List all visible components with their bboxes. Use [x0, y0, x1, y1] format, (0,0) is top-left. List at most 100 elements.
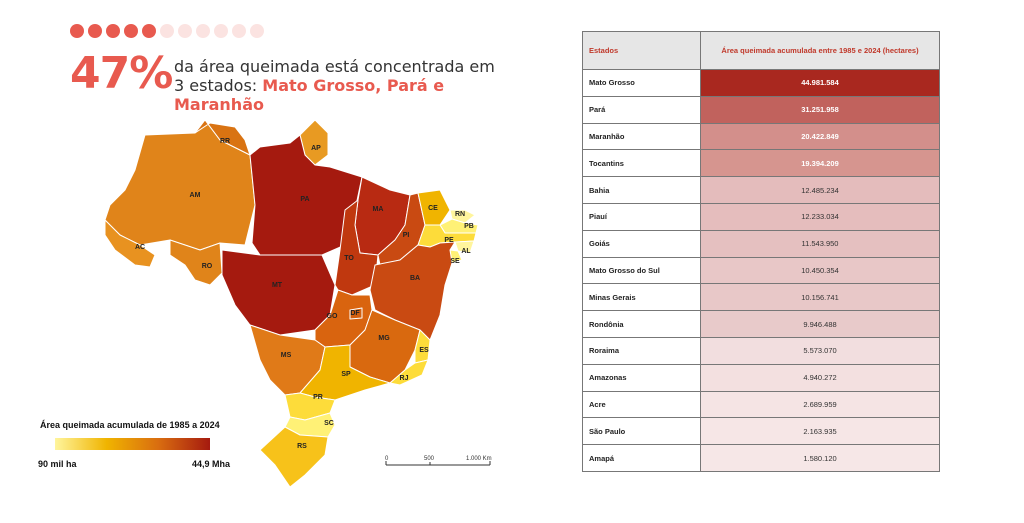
- state-label-sc: SC: [324, 420, 334, 427]
- progress-dots: [70, 24, 264, 38]
- progress-dot: [88, 24, 102, 38]
- burned-area-table: Estados Área queimada acumulada entre 19…: [582, 31, 940, 472]
- state-label-es: ES: [419, 347, 429, 354]
- legend-min-label: 90 mil ha: [38, 459, 77, 469]
- state-name-cell: Amapá: [582, 444, 701, 472]
- burned-area-cell: 19.394.209: [700, 149, 940, 178]
- state-mt: [221, 249, 336, 336]
- state-label-rr: RR: [220, 138, 230, 145]
- state-label-pe: PE: [444, 237, 454, 244]
- burned-area-cell: 10.156.741: [700, 283, 940, 312]
- table-row: Goiás 11.543.950: [582, 229, 940, 258]
- state-label-df: DF: [350, 310, 360, 317]
- state-name-cell: Piauí: [582, 202, 701, 231]
- headline-percent: 47%: [70, 48, 173, 99]
- burned-area-cell: 9.946.488: [700, 310, 940, 338]
- progress-dot: [214, 24, 228, 38]
- table-row: Rondônia 9.946.488: [582, 310, 940, 338]
- table-row: Acre 2.689.959: [582, 390, 940, 419]
- state-rj: [389, 359, 429, 386]
- state-name-cell: Tocantins: [582, 149, 701, 178]
- progress-dot: [250, 24, 264, 38]
- progress-dot: [196, 24, 210, 38]
- table-row: Minas Gerais 10.156.741: [582, 283, 940, 312]
- scale-label-0: 0: [385, 456, 389, 462]
- state-name-cell: Goiás: [582, 229, 701, 258]
- state-label-rn: RN: [455, 211, 465, 218]
- state-label-pr: PR: [313, 394, 323, 401]
- state-name-cell: São Paulo: [582, 417, 701, 446]
- state-ro: [169, 239, 223, 286]
- table-row: Roraima 5.573.070: [582, 336, 940, 365]
- burned-area-cell: 11.543.950: [700, 229, 940, 258]
- state-label-al: AL: [461, 248, 471, 255]
- burned-area-cell: 12.233.034: [700, 202, 940, 231]
- state-name-cell: Acre: [582, 390, 701, 419]
- state-label-ba: BA: [410, 275, 420, 282]
- state-al: [454, 240, 475, 254]
- progress-dot: [232, 24, 246, 38]
- burned-area-cell: 5.573.070: [700, 336, 940, 365]
- scale-bar: [385, 461, 491, 466]
- state-name-cell: Bahia: [582, 176, 701, 204]
- burned-area-cell: 10.450.354: [700, 256, 940, 285]
- state-label-am: AM: [190, 192, 201, 199]
- state-name-cell: Maranhão: [582, 122, 701, 151]
- burned-area-cell: 2.163.935: [700, 417, 940, 446]
- state-rs: [259, 426, 329, 488]
- table-row: Piauí 12.233.034: [582, 202, 940, 231]
- progress-dot: [178, 24, 192, 38]
- column-header-states: Estados: [582, 31, 701, 70]
- burned-area-cell: 44.981.584: [700, 69, 940, 97]
- state-ce: [417, 189, 451, 226]
- state-label-to: TO: [344, 255, 354, 262]
- legend-gradient: [55, 438, 210, 450]
- state-label-go: GO: [327, 313, 338, 320]
- state-name-cell: Mato Grosso: [582, 69, 701, 97]
- headline-text: da área queimada está concentrada em 3 e…: [174, 57, 514, 114]
- headline-line2-prefix: 3 estados:: [174, 76, 263, 95]
- legend-max-label: 44,9 Mha: [192, 459, 231, 469]
- progress-dot: [70, 24, 84, 38]
- state-ba: [369, 241, 456, 341]
- state-rn: [449, 209, 476, 224]
- state-name-cell: Amazonas: [582, 363, 701, 392]
- table-row: Bahia 12.485.234: [582, 176, 940, 204]
- state-label-ap: AP: [311, 145, 321, 152]
- table-row: São Paulo 2.163.935: [582, 417, 940, 446]
- state-name-cell: Mato Grosso do Sul: [582, 256, 701, 285]
- burned-area-cell: 1.580.120: [700, 444, 940, 472]
- scale-label-500: 500: [424, 456, 435, 462]
- state-name-cell: Pará: [582, 95, 701, 124]
- table-row: Amazonas 4.940.272: [582, 363, 940, 392]
- state-label-ce: CE: [428, 205, 438, 212]
- burned-area-cell: 12.485.234: [700, 176, 940, 204]
- state-label-sp: SP: [341, 371, 351, 378]
- state-name-cell: Minas Gerais: [582, 283, 701, 312]
- table-row: Tocantins 19.394.209: [582, 149, 940, 178]
- state-label-pi: PI: [403, 232, 410, 239]
- progress-dot: [160, 24, 174, 38]
- state-ac: [104, 219, 156, 268]
- burned-area-cell: 2.689.959: [700, 390, 940, 419]
- state-label-mg: MG: [378, 335, 390, 342]
- table-row: Amapá 1.580.120: [582, 444, 940, 472]
- progress-dot: [124, 24, 138, 38]
- headline-states: Mato Grosso, Pará e Maranhão: [174, 76, 445, 114]
- state-df: [349, 307, 363, 320]
- burned-area-cell: 20.422.849: [700, 122, 940, 151]
- state-label-se: SE: [450, 258, 460, 265]
- progress-dot: [106, 24, 120, 38]
- burned-area-cell: 31.251.958: [700, 95, 940, 124]
- state-label-pb: PB: [464, 223, 474, 230]
- scale-label-1000: 1.000 Km: [466, 456, 492, 462]
- state-label-ms: MS: [281, 352, 292, 359]
- state-name-cell: Rondônia: [582, 310, 701, 338]
- state-label-rs: RS: [297, 443, 307, 450]
- table-row: Mato Grosso 44.981.584: [582, 69, 940, 97]
- table-row: Mato Grosso do Sul 10.450.354: [582, 256, 940, 285]
- state-label-rj: RJ: [400, 375, 409, 382]
- state-label-mt: MT: [272, 282, 283, 289]
- table-header-row: Estados Área queimada acumulada entre 19…: [582, 31, 940, 70]
- headline-line1: da área queimada está concentrada em: [174, 57, 495, 76]
